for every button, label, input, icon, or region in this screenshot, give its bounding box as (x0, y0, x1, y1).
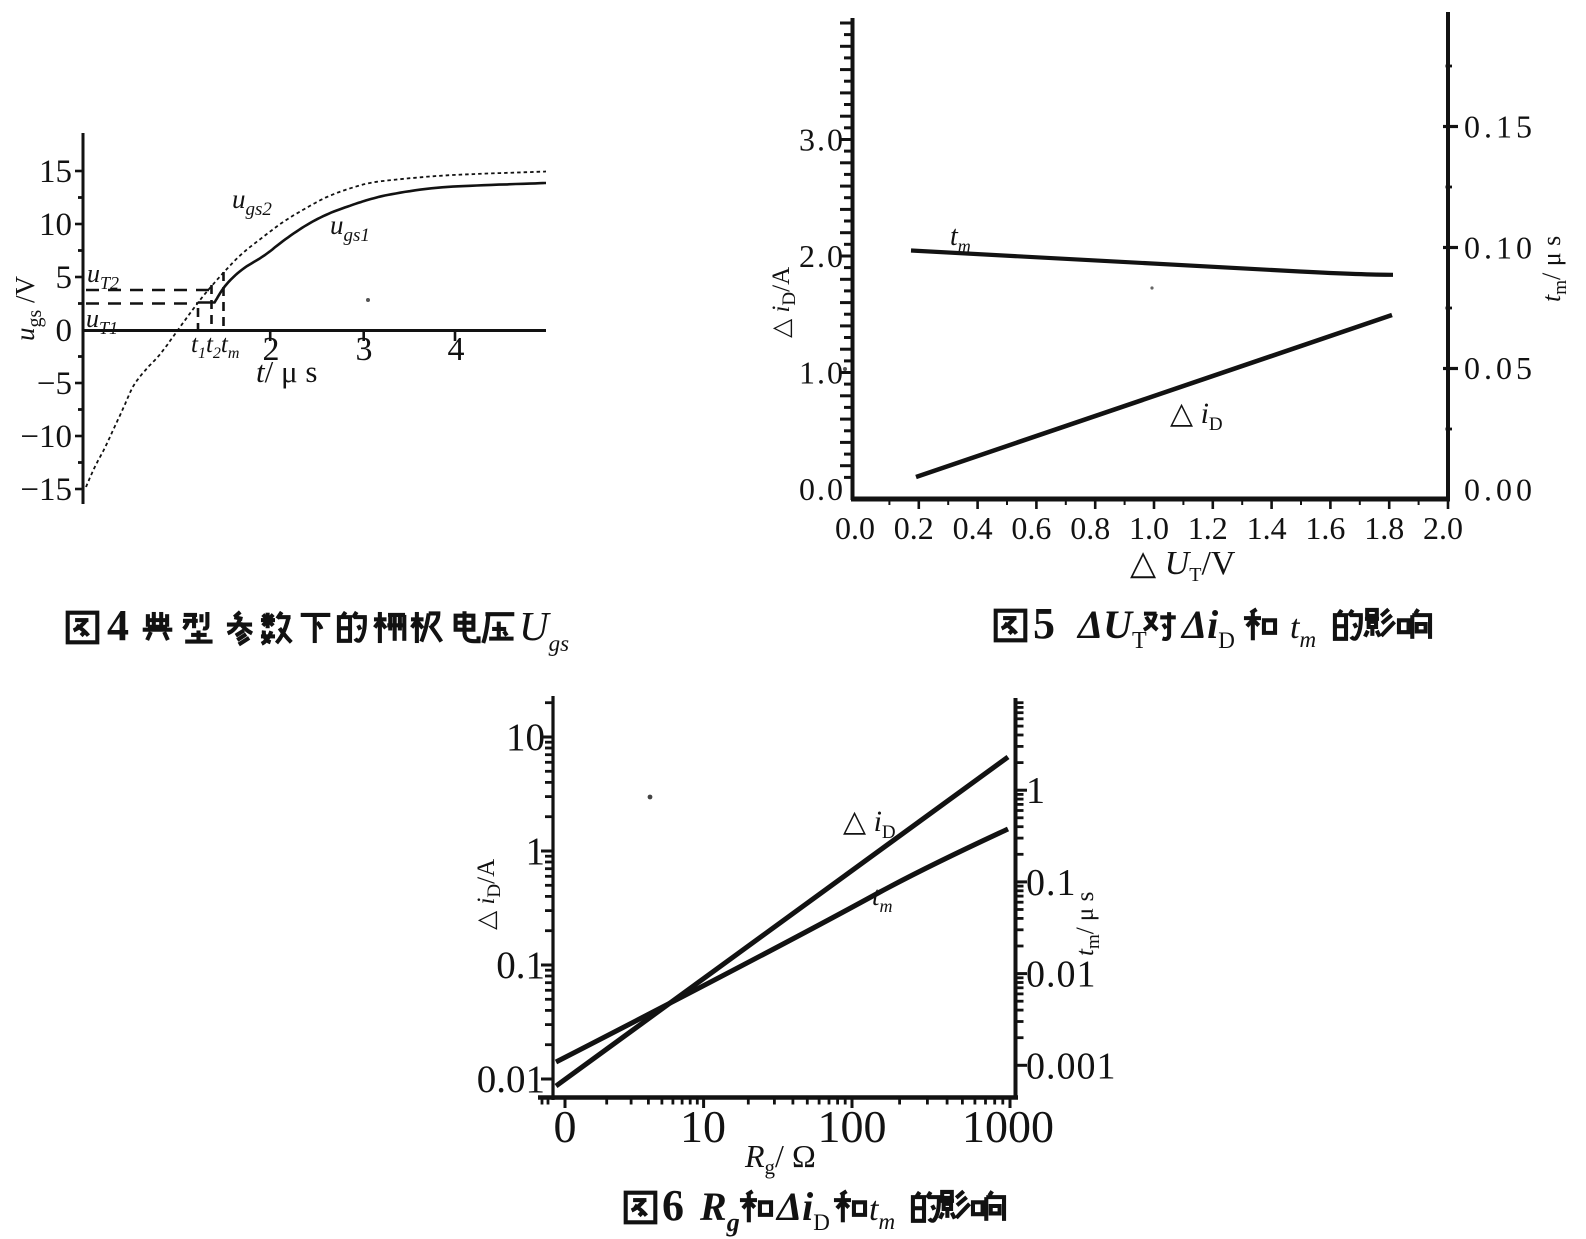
svg-text:10: 10 (680, 1101, 726, 1152)
svg-text:△ iD/A: △ iD/A (768, 267, 800, 338)
svg-text:3: 3 (356, 331, 373, 368)
svg-text:4: 4 (448, 331, 465, 368)
svg-text:Rg/ Ω: Rg/ Ω (744, 1138, 816, 1179)
svg-text:1.0: 1.0 (799, 355, 845, 391)
svg-text:2.0: 2.0 (1423, 510, 1463, 546)
svg-text:ΔUT: ΔUT (1076, 602, 1147, 654)
svg-text:tm/ μ s: tm/ μ s (1537, 236, 1571, 302)
svg-text:−5: −5 (37, 366, 72, 402)
svg-text:1.4: 1.4 (1247, 510, 1287, 546)
svg-text:0.1: 0.1 (496, 944, 545, 987)
svg-text:△ UT/V: △ UT/V (1130, 545, 1236, 586)
svg-text:5: 5 (1033, 599, 1055, 648)
svg-text:1.2: 1.2 (1188, 510, 1228, 546)
svg-text:−15: −15 (20, 472, 72, 508)
svg-text:ΔiD: ΔiD (1180, 602, 1235, 653)
svg-text:0.15: 0.15 (1464, 109, 1536, 145)
svg-text:2: 2 (263, 331, 280, 368)
svg-text:0.10: 0.10 (1464, 230, 1536, 266)
svg-text:△ iD/A: △ iD/A (473, 859, 505, 930)
svg-text:0.1: 0.1 (1026, 862, 1077, 904)
svg-text:0: 0 (554, 1101, 577, 1152)
svg-text:5: 5 (56, 260, 73, 296)
svg-text:△ iD: △ iD (843, 805, 896, 843)
svg-text:0.001: 0.001 (1026, 1045, 1117, 1087)
svg-text:0.05: 0.05 (1464, 350, 1536, 386)
svg-text:15: 15 (39, 154, 72, 190)
svg-text:0.8: 0.8 (1070, 510, 1110, 546)
svg-text:Rg: Rg (699, 1184, 740, 1237)
svg-text:1: 1 (1026, 770, 1046, 812)
svg-text:0.00: 0.00 (1464, 472, 1536, 508)
svg-text:0.2: 0.2 (894, 510, 934, 546)
svg-text:1.0: 1.0 (1129, 510, 1169, 546)
svg-text:1: 1 (526, 830, 546, 873)
svg-text:6: 6 (662, 1181, 684, 1230)
svg-text:0.0: 0.0 (835, 510, 875, 546)
svg-text:0.01: 0.01 (1026, 954, 1097, 996)
svg-text:−10: −10 (20, 419, 72, 455)
svg-text:2.0: 2.0 (799, 238, 845, 274)
svg-text:ΔiD: ΔiD (775, 1184, 830, 1235)
svg-text:4: 4 (107, 601, 129, 650)
svg-text:t/ μ s: t/ μ s (256, 354, 317, 389)
svg-text:ugs /V: ugs /V (10, 275, 46, 341)
svg-text:10: 10 (39, 207, 72, 243)
svg-text:0.6: 0.6 (1011, 510, 1051, 546)
svg-text:1.6: 1.6 (1305, 510, 1345, 546)
svg-text:10: 10 (506, 716, 545, 759)
svg-text:1.8: 1.8 (1364, 510, 1404, 546)
svg-text:100: 100 (818, 1101, 887, 1152)
svg-text:0.4: 0.4 (953, 510, 993, 546)
svg-text:1000: 1000 (962, 1101, 1054, 1152)
svg-text:tm/ μ s: tm/ μ s (1072, 892, 1104, 956)
svg-text:0: 0 (56, 313, 73, 349)
svg-text:0.0: 0.0 (799, 471, 845, 507)
svg-text:0.01: 0.01 (477, 1058, 545, 1101)
svg-text:3.0: 3.0 (799, 122, 845, 158)
